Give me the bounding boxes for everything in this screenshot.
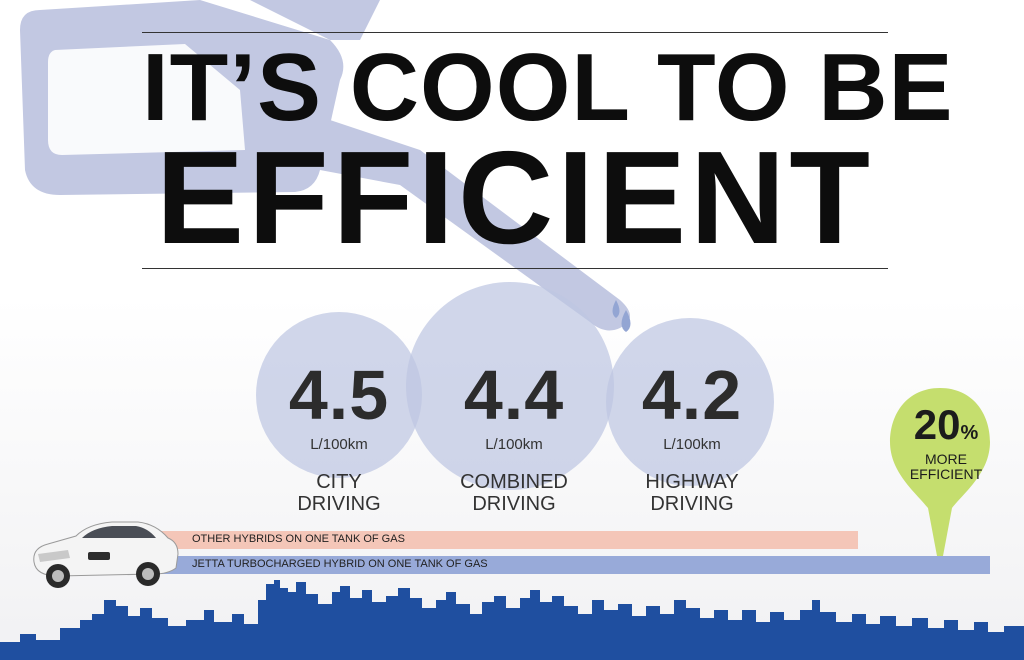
combined-label: COMBINED DRIVING (424, 471, 604, 515)
city-stat: 4.5 L/100km CITY DRIVING (249, 360, 429, 515)
highway-label-line1: HIGHWAY (602, 471, 782, 493)
highway-stat: 4.2 L/100km HIGHWAY DRIVING (602, 360, 782, 515)
city-unit: L/100km (249, 436, 429, 453)
jetta-label: JETTA TURBOCHARGED HYBRID ON ONE TANK OF… (192, 558, 488, 570)
combined-stat: 4.4 L/100km COMBINED DRIVING (424, 360, 604, 515)
combined-unit: L/100km (424, 436, 604, 453)
city-label: CITY DRIVING (249, 471, 429, 515)
combined-value: 4.4 (424, 360, 604, 430)
badge-line1: MORE (891, 451, 1001, 467)
badge-percent: 20% (891, 404, 1001, 446)
headline-line1: IT’S COOL TO BE (142, 40, 888, 136)
city-label-line2: DRIVING (249, 493, 429, 515)
city-label-line1: CITY (249, 471, 429, 493)
bottom-rule (142, 268, 888, 269)
highway-label-line2: DRIVING (602, 493, 782, 515)
city-value: 4.5 (249, 360, 429, 430)
other-hybrids-bar: OTHER HYBRIDS ON ONE TANK OF GAS (120, 531, 858, 549)
badge-percent-sign: % (960, 422, 978, 444)
highway-label: HIGHWAY DRIVING (602, 471, 782, 515)
combined-label-line2: DRIVING (424, 493, 604, 515)
other-hybrids-label: OTHER HYBRIDS ON ONE TANK OF GAS (192, 533, 405, 545)
badge-line2: EFFICIENT (891, 466, 1001, 482)
highway-unit: L/100km (602, 436, 782, 453)
headline-line2: EFFICIENT (142, 132, 888, 264)
highway-value: 4.2 (602, 360, 782, 430)
top-rule (142, 32, 888, 33)
badge-percent-value: 20 (914, 401, 961, 448)
combined-label-line1: COMBINED (424, 471, 604, 493)
city-skyline (0, 570, 1024, 660)
